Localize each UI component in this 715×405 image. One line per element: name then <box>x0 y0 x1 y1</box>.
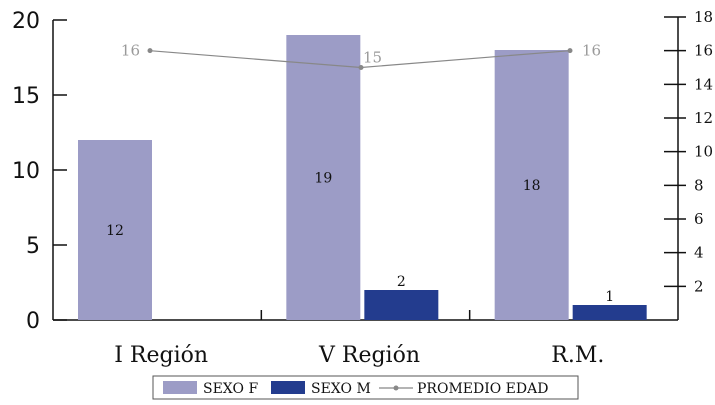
y-left-tick-label: 10 <box>12 159 40 184</box>
data-label-sexo-m: 1 <box>605 289 614 305</box>
data-labels: 12 19 2 18 1 16 15 16 <box>106 42 614 305</box>
y-right-tick-label: 8 <box>694 176 704 194</box>
legend-box <box>152 375 579 400</box>
y-right-tick-label: 4 <box>694 244 704 262</box>
data-label-promedio-edad: 15 <box>363 49 382 67</box>
line-point-i-region <box>147 48 153 54</box>
legend: SEXO F SEXO M PROMEDIO EDAD <box>152 375 579 400</box>
line-point-r-m <box>567 48 573 54</box>
bars <box>78 35 647 320</box>
data-label-sexo-f: 18 <box>523 178 541 194</box>
y-right-tick-label: 6 <box>694 210 704 228</box>
y-left-tick-label: 5 <box>26 234 40 259</box>
x-tick-label-i-region: I Región <box>114 343 208 368</box>
y-left-tick-label: 15 <box>12 84 40 109</box>
bar-sexo-f-i-region <box>78 140 152 320</box>
bar-sexo-f-r-m <box>494 50 569 320</box>
data-label-promedio-edad: 16 <box>121 42 140 60</box>
legend-label-sexo-m: SEXO M <box>311 381 371 397</box>
y-right-tick-label: 14 <box>694 75 713 93</box>
y-left-tick-label: 20 <box>12 9 40 34</box>
y-left-tick-label: 0 <box>26 309 40 334</box>
legend-swatch-sexo-f <box>163 381 197 394</box>
bar-sexo-m-v-region <box>364 290 439 320</box>
y-right-tick-label: 12 <box>694 109 713 127</box>
legend-marker-promedio-edad <box>393 385 399 391</box>
line-point-v-region <box>358 65 364 70</box>
data-label-sexo-f: 19 <box>314 171 332 187</box>
y-right-tick-label: 2 <box>694 277 704 295</box>
data-label-promedio-edad: 16 <box>582 42 601 60</box>
y-right-tick-label: 10 <box>694 143 713 161</box>
data-label-sexo-m: 2 <box>397 274 406 290</box>
bar-sexo-m-r-m <box>572 305 647 320</box>
line-series <box>147 48 573 70</box>
data-label-sexo-f: 12 <box>106 223 124 239</box>
y-right-tick-label: 16 <box>694 42 713 60</box>
legend-label-sexo-f: SEXO F <box>203 381 258 397</box>
legend-swatch-sexo-m <box>271 381 305 394</box>
bar-sexo-f-v-region <box>286 35 361 320</box>
x-tick-label-r-m: R.M. <box>551 343 604 368</box>
y-right-tick-label: 18 <box>694 8 713 26</box>
x-tick-label-v-region: V Región <box>318 343 420 368</box>
legend-label-promedio-edad: PROMEDIO EDAD <box>417 381 548 397</box>
